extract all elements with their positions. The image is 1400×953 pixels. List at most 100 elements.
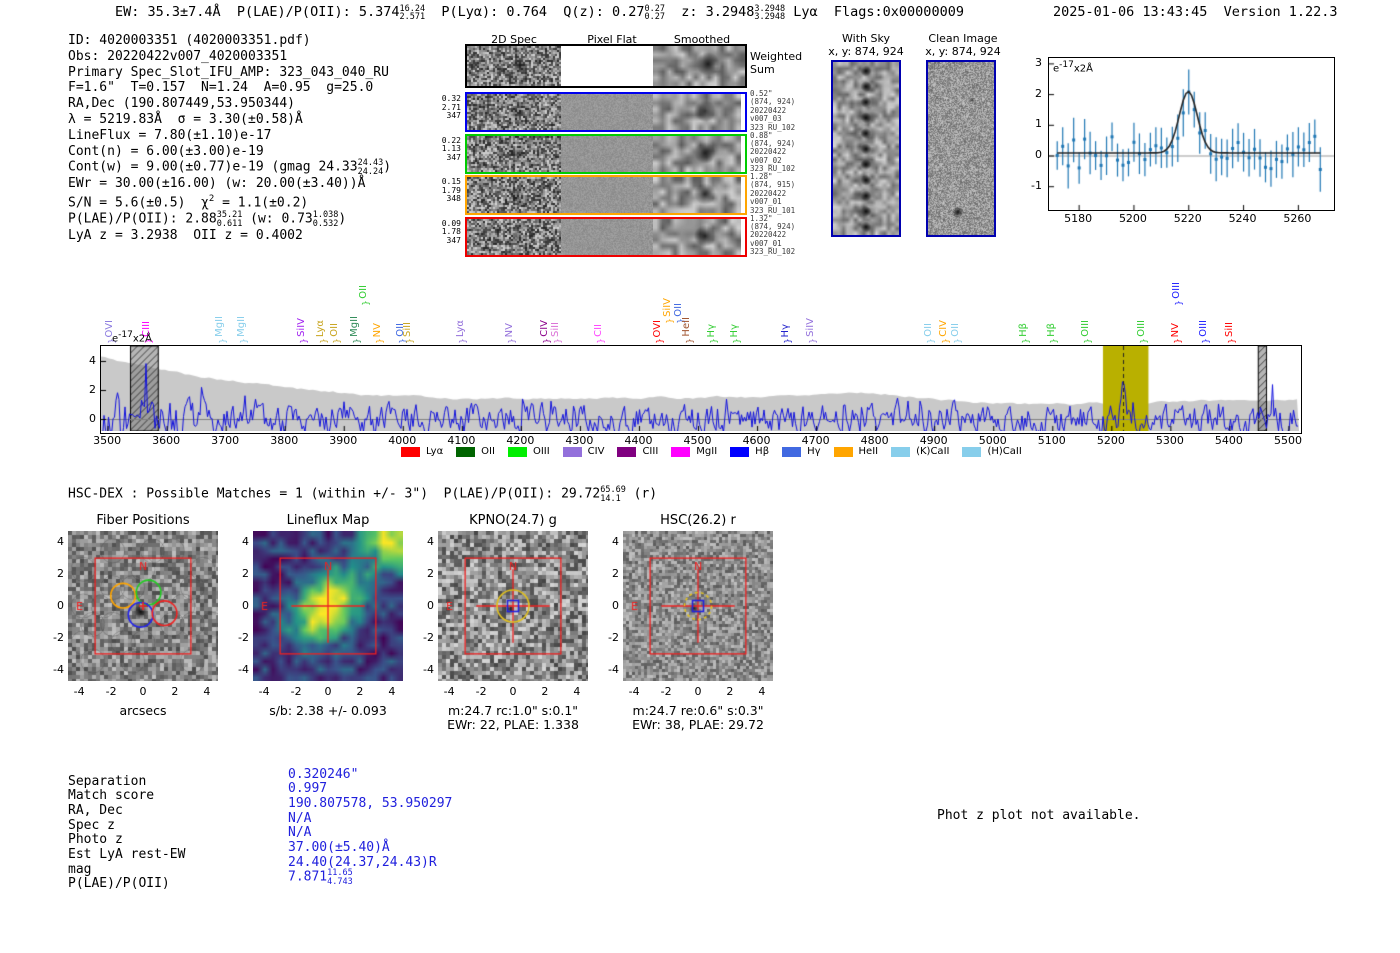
match-table-label: P(LAE)/P(OII) xyxy=(68,876,170,892)
emission-line-marker: OII{ xyxy=(357,285,371,307)
emission-line-label: Hβ xyxy=(1045,323,1057,337)
emission-line-brace-icon: { xyxy=(730,338,741,344)
spec2d-row-2dspec-image xyxy=(467,135,561,172)
match-table-label: Spec z xyxy=(68,817,115,833)
spec2d-row-2dspec-image xyxy=(467,94,561,130)
panel-y-tick: 0 xyxy=(57,599,64,612)
panel-subtitle-1: m:24.7 re:0.6" s:0.3" xyxy=(632,703,764,718)
emission-line-marker: SiII{ xyxy=(549,322,563,345)
emission-line-label: SiII xyxy=(549,321,561,337)
spec2d-annotation-line: 20220422 xyxy=(750,188,787,198)
emission-line-brace-icon: { xyxy=(1047,338,1058,344)
panel-x-tick: -2 xyxy=(105,685,117,698)
legend-label: Hβ xyxy=(755,446,770,457)
spectrum-x-tick: 5100 xyxy=(1037,434,1066,447)
emission-line-brace-icon: { xyxy=(806,338,817,344)
emission-line-label: OII xyxy=(922,323,934,337)
spec2d-row xyxy=(465,92,747,132)
spectrum-x-tick: 5300 xyxy=(1155,434,1184,447)
legend-item: OIII xyxy=(507,446,550,457)
emission-line-brace-icon: { xyxy=(1020,338,1031,344)
emission-line-brace-icon: { xyxy=(1171,338,1182,344)
spectrum-y-tick: 0 xyxy=(89,411,96,425)
spectrum-plot-frame xyxy=(100,345,1302,434)
fit-x-tick: 5260 xyxy=(1283,212,1312,225)
emission-line-label: Hγ xyxy=(706,323,718,337)
panel-x-tick: 0 xyxy=(509,685,517,698)
emission-line-brace-icon: { xyxy=(297,338,308,344)
spec2d-annotation-line: v007_01 xyxy=(750,238,782,248)
match-table-label: Photo z xyxy=(68,832,123,848)
spec2d-row xyxy=(465,216,747,257)
panel-y-tick: -4 xyxy=(608,662,619,676)
info-line: EWr = 30.00(±16.00) (w: 20.00(±3.40))Å xyxy=(68,176,366,192)
emission-line-marker: Hγ{ xyxy=(705,324,719,345)
spec2d-row-2dspec-image xyxy=(467,218,561,255)
fraction-value: 1.038 0.532 xyxy=(312,210,339,229)
panel-x-tick: -4 xyxy=(73,685,85,698)
emission-line-brace-icon: { xyxy=(330,338,341,344)
spec2d-row-left-labels: 0.15 1.79 348 xyxy=(423,177,461,204)
spec2d-annotation-line: 323_RU_101 xyxy=(750,205,796,215)
panel-y-tick: -2 xyxy=(238,630,249,644)
fraction-value: 11.65 4.743 xyxy=(327,868,353,887)
panel-x-tick: -2 xyxy=(660,685,672,698)
emission-line-label: Lyα xyxy=(455,319,467,337)
emission-line-label: SiIV xyxy=(804,318,816,337)
clean-image-canvas xyxy=(928,62,994,235)
legend-item: MgII xyxy=(671,446,717,457)
emission-line-marker: SiIV{ xyxy=(804,318,818,345)
emission-line-brace-icon: { xyxy=(924,338,935,344)
panel-x-tick: 2 xyxy=(541,685,549,698)
spectrum-legend: Lyα OII OIII CIV CIII MgII Hβ Hγ HeII (K)CaII (H)C… xyxy=(401,446,1022,457)
spec2d-annotation-line: 323_RU_102 xyxy=(750,122,796,132)
spectrum-x-tick: 4900 xyxy=(919,434,948,447)
legend-swatch xyxy=(401,446,420,457)
panel-title: Lineflux Map xyxy=(286,513,370,528)
panel-x-tick: -2 xyxy=(475,685,487,698)
weighted-sum-label-line: Sum xyxy=(750,63,775,76)
spectrum-x-tick: 5200 xyxy=(1096,434,1125,447)
panel-image-gray_dashed xyxy=(623,531,773,681)
spec2d-annotation-line: v007_01 xyxy=(750,197,782,207)
panel-x-tick: 4 xyxy=(573,685,581,698)
panel-x-tick: 2 xyxy=(171,685,179,698)
spectrum-x-tick: 3600 xyxy=(152,434,181,447)
panel-subtitle-2: EWr: 38, PLAE: 29.72 xyxy=(632,717,764,732)
fit-y-tick: 2 xyxy=(1035,86,1042,100)
panel-x-tick: -2 xyxy=(290,685,302,698)
panel-x-tick: 4 xyxy=(758,685,766,698)
spec2d-annotation-line: 20220422 xyxy=(750,230,787,240)
emission-line-label: Lyα xyxy=(315,319,327,337)
panel-image-lineflux xyxy=(253,531,403,681)
emission-line-brace-icon: { xyxy=(551,338,562,344)
panel-xlabel: arcsecs xyxy=(119,703,167,718)
emission-line-brace-icon: { xyxy=(317,338,328,344)
spec2d-left-value: 0.32 xyxy=(441,94,461,103)
panel-x-tick: 4 xyxy=(203,685,211,698)
emission-line-marker: MgII{ xyxy=(235,316,249,345)
info-line: ID: 4020003351 (4020003351.pdf) xyxy=(68,33,311,48)
spec2d-row xyxy=(465,175,747,215)
legend-item: (H)CaII xyxy=(962,446,1022,457)
header-summary-line: EW: 35.3±7.4Å P(LAE)/P(OII): 5.374 16.24 2… xyxy=(115,3,964,22)
spec2d-row-left-labels: 0.22 1.13 347 xyxy=(423,136,461,163)
emission-line-brace-icon: { xyxy=(506,338,517,344)
emission-line-label: OII xyxy=(357,285,369,299)
emission-line-brace-icon: { xyxy=(1172,300,1183,306)
emission-line-label: CII xyxy=(592,324,604,337)
spec2d-row-pixelflat-image xyxy=(561,177,653,213)
emission-line-marker: Hβ{ xyxy=(1017,323,1031,345)
spectrum-x-tick: 3800 xyxy=(270,434,299,447)
col-header-2dspec: 2D Spec xyxy=(491,33,537,46)
panel-x-tick: 0 xyxy=(694,685,702,698)
emission-line-label: MgII xyxy=(214,316,226,337)
emission-line-marker: OII{ xyxy=(328,323,342,345)
spec2d-row-annotation: 1.32" (874, 924) 20220422 v007_01 323_RU_102 xyxy=(750,214,820,257)
info-line: LineFlux = 7.80(±1.10)e-17 xyxy=(68,127,272,143)
panel-y-tick: 2 xyxy=(242,567,249,581)
spec2d-row-smoothed-image xyxy=(653,218,741,255)
spectrum-x-tick: 4600 xyxy=(742,434,771,447)
with-sky-coords: x, y: 874, 924 xyxy=(828,44,904,58)
fit-y-tick: 1 xyxy=(1035,117,1042,131)
